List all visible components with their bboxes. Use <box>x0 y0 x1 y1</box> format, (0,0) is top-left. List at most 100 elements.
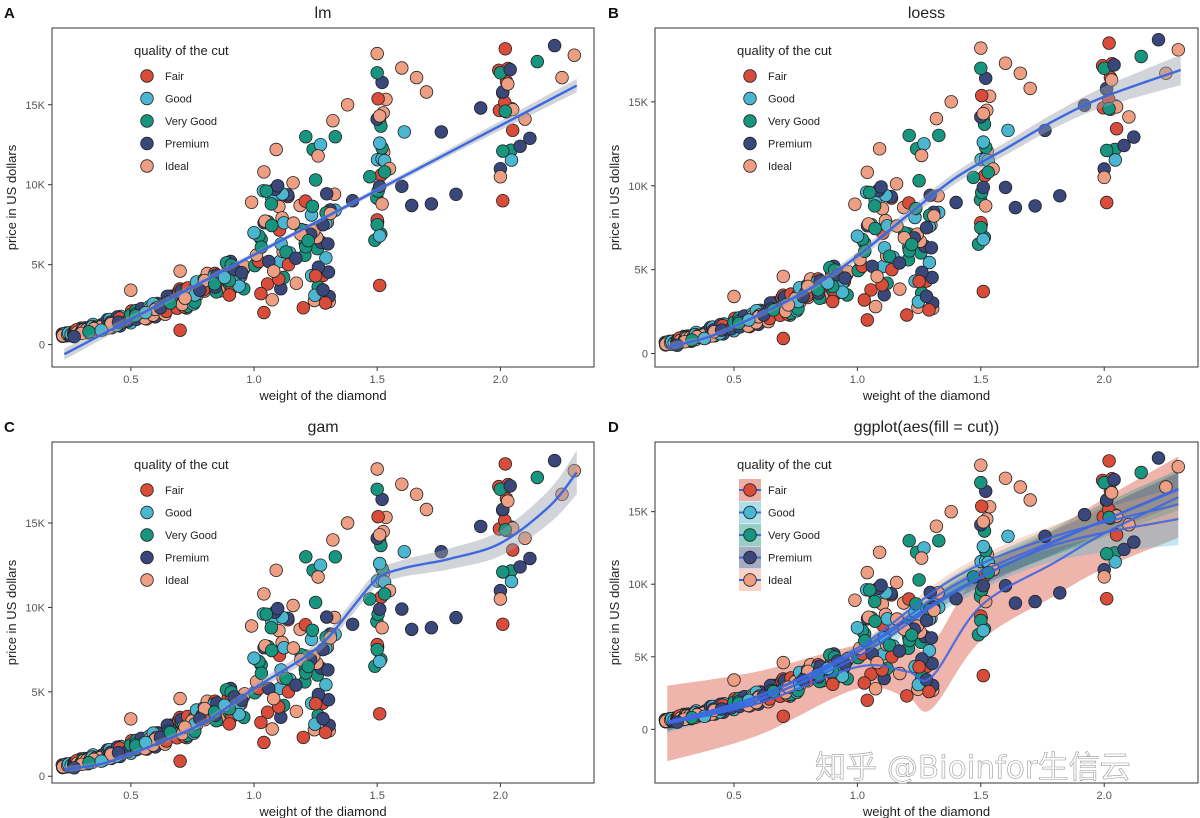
point-very-good <box>882 638 897 652</box>
y-tick-label: 10K <box>628 181 648 193</box>
y-tick-label: 0 <box>39 340 45 352</box>
point-very-good <box>981 165 995 180</box>
legend-key-premium <box>140 550 154 565</box>
panel-title: lm <box>315 5 332 22</box>
point-very-good <box>370 66 384 80</box>
point-ideal <box>265 293 279 307</box>
point-very-good <box>498 523 513 537</box>
point-premium <box>424 621 439 635</box>
point-ideal <box>976 515 991 529</box>
point-ideal <box>1097 170 1111 185</box>
point-fair <box>318 296 333 310</box>
point-ideal <box>124 712 138 726</box>
point-very-good <box>530 54 545 69</box>
legend-key-good <box>743 505 757 520</box>
point-ideal <box>257 587 271 601</box>
point-very-good <box>299 129 313 144</box>
legend-title: quality of the cut <box>737 43 832 58</box>
point-ideal <box>889 177 904 191</box>
x-tick-label: 2.0 <box>1097 374 1112 386</box>
panel-title: gam <box>307 419 338 436</box>
point-ideal <box>868 299 883 314</box>
point-premium <box>874 180 888 194</box>
point-ideal <box>998 56 1013 70</box>
legend-label: Ideal <box>768 161 792 173</box>
point-good <box>397 545 412 559</box>
panel-tag: B <box>608 5 619 22</box>
point-ideal <box>173 691 187 706</box>
point-ideal <box>370 462 384 476</box>
point-ideal <box>269 142 283 157</box>
plot-area <box>658 33 1186 352</box>
point-very-good <box>279 245 293 259</box>
legend-key-ideal <box>743 159 757 173</box>
point-premium <box>949 195 963 210</box>
point-ideal <box>286 598 300 613</box>
point-good <box>976 135 991 149</box>
point-very-good <box>279 671 293 686</box>
point-fair <box>318 725 333 740</box>
point-fair <box>860 693 875 708</box>
plot-frame <box>51 441 595 784</box>
point-ideal <box>979 199 993 213</box>
point-ideal <box>501 494 515 508</box>
point-fair <box>308 697 323 711</box>
point-very-good <box>308 173 323 187</box>
point-good <box>850 229 865 243</box>
point-premium <box>513 139 527 154</box>
point-premium <box>474 101 488 115</box>
point-premium <box>449 187 463 202</box>
fit-line <box>63 84 578 356</box>
point-ideal <box>289 704 304 719</box>
point-fair <box>222 288 237 302</box>
point-very-good <box>308 595 323 610</box>
point-ideal <box>289 276 304 290</box>
point-good <box>313 137 328 152</box>
fit-line-fair <box>667 496 1179 725</box>
point-ideal <box>493 169 508 184</box>
point-premium <box>320 187 334 201</box>
point-very-good <box>305 623 320 638</box>
point-very-good <box>905 237 919 252</box>
point-premium <box>289 678 303 692</box>
point-very-good <box>265 218 279 233</box>
legend: quality of the cut Fair Good Very Good Premi… <box>737 457 832 591</box>
legend-key-good <box>140 505 154 520</box>
legend-key-very-good <box>140 528 154 542</box>
point-premium <box>874 578 888 592</box>
point-fair <box>976 668 991 683</box>
legend-label: Ideal <box>768 575 792 587</box>
point-ideal <box>860 565 875 580</box>
point-fair <box>1102 36 1116 50</box>
point-premium <box>523 131 537 146</box>
point-very-good <box>363 592 377 606</box>
point-very-good <box>301 233 315 248</box>
point-ideal <box>501 77 515 91</box>
point-premium <box>924 241 939 255</box>
point-fair <box>975 499 989 513</box>
point-premium <box>289 251 303 265</box>
point-premium <box>1077 507 1092 522</box>
y-axis-label: price in US dollars <box>607 144 622 250</box>
point-fair <box>173 754 187 768</box>
point-ideal <box>976 106 991 121</box>
point-very-good <box>377 165 392 179</box>
legend-key-premium <box>743 550 757 565</box>
point-premium <box>503 479 517 493</box>
point-ideal <box>944 505 958 519</box>
point-very-good <box>496 144 510 158</box>
point-premium <box>1053 586 1067 600</box>
x-tick-label: 2.0 <box>493 790 508 802</box>
point-very-good <box>254 666 269 681</box>
point-very-good <box>264 197 279 211</box>
x-tick-label: 1.0 <box>246 374 261 386</box>
point-ideal <box>727 289 741 304</box>
point-ideal <box>340 98 355 112</box>
point-very-good <box>299 550 313 564</box>
point-premium <box>1028 594 1042 609</box>
point-ideal <box>848 593 862 607</box>
legend-key-fair <box>743 483 757 497</box>
point-premium <box>1008 596 1023 610</box>
